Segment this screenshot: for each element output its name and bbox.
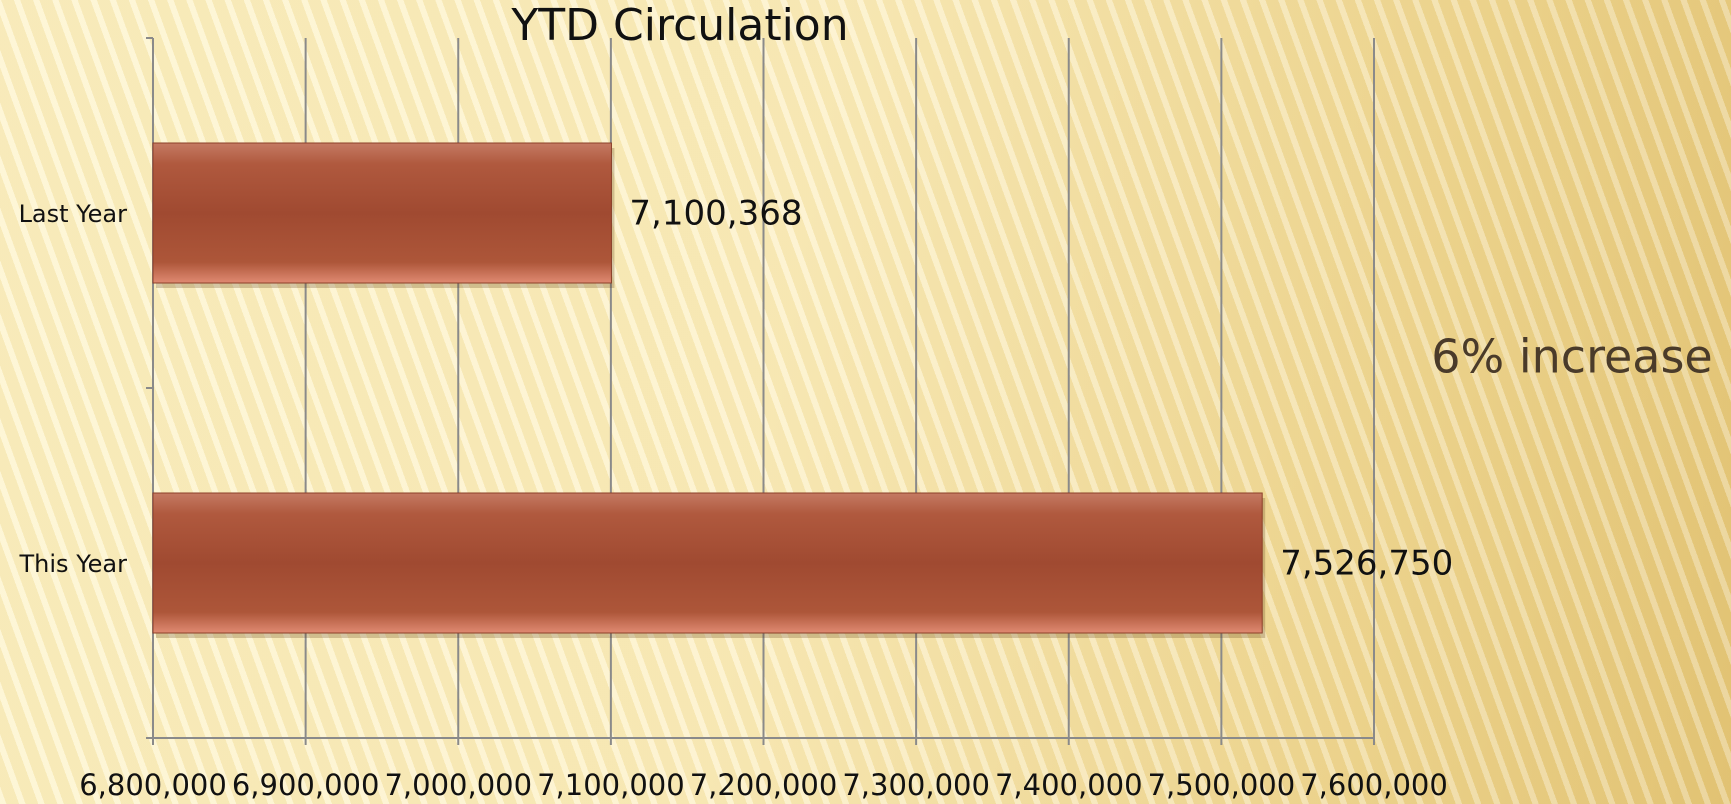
- x-tick-label: 7,300,000: [842, 768, 990, 802]
- annotation: 6% increase: [1431, 330, 1712, 384]
- y-tick-label: This Year: [19, 550, 128, 578]
- bar: [152, 492, 1263, 634]
- x-tick-label: 7,500,000: [1148, 768, 1296, 802]
- data-label: 7,526,750: [1280, 544, 1453, 584]
- x-tick-label: 7,400,000: [995, 768, 1143, 802]
- x-tick-label: 7,600,000: [1300, 768, 1448, 802]
- x-tick-label: 6,800,000: [79, 768, 227, 802]
- x-tick-label: 7,000,000: [384, 768, 532, 802]
- chart-title: YTD Circulation: [510, 0, 848, 51]
- bar: [152, 142, 612, 284]
- x-tick-label: 7,200,000: [690, 768, 838, 802]
- y-tick-label: Last Year: [19, 200, 128, 228]
- x-tick-label: 6,900,000: [232, 768, 380, 802]
- x-tick-label: 7,100,000: [537, 768, 685, 802]
- data-label: 7,100,368: [629, 194, 802, 234]
